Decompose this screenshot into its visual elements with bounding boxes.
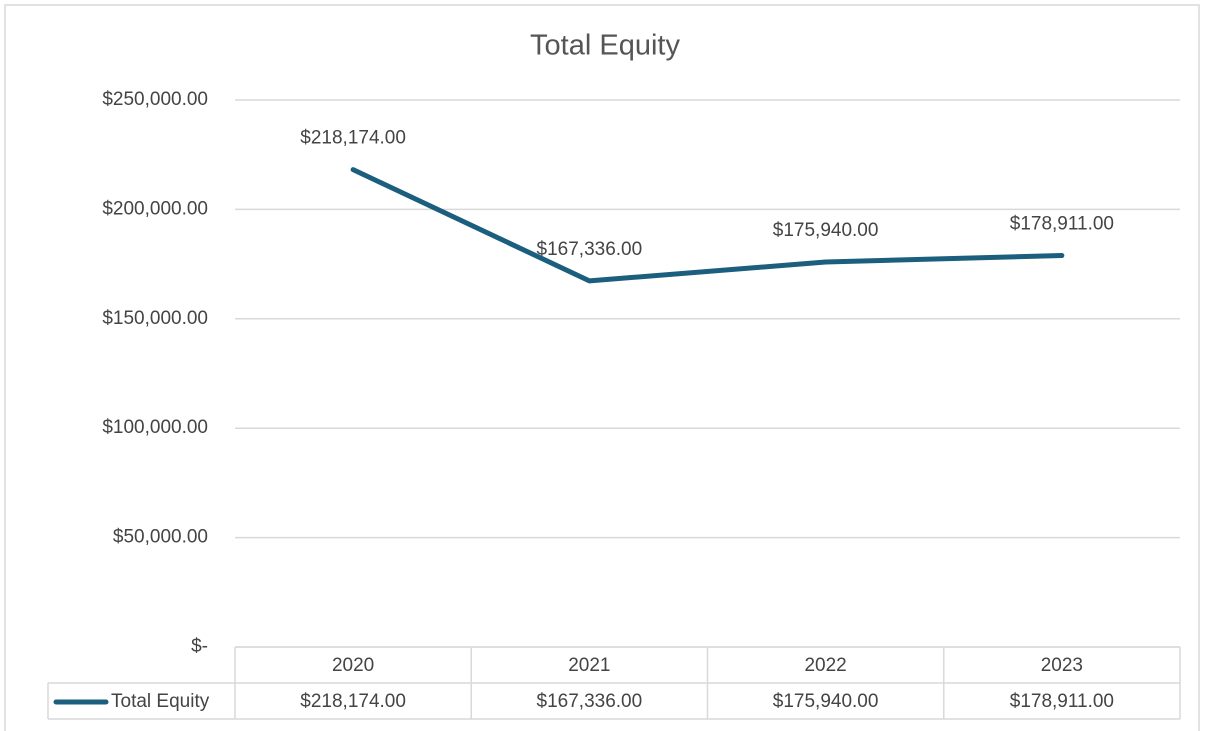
y-tick-label: $250,000.00	[102, 89, 208, 110]
table-value: $178,911.00	[1010, 691, 1114, 712]
line	[350, 167, 1065, 284]
x-tick-label: 2023	[1041, 655, 1083, 676]
table-value: $167,336.00	[537, 691, 643, 712]
data-label: $167,336.00	[537, 239, 643, 260]
chart-border	[4, 4, 1200, 731]
y-tick-label: $100,000.00	[102, 417, 208, 438]
table-value: $218,174.00	[300, 691, 406, 712]
data-label: $218,174.00	[300, 128, 406, 149]
x-tick-label: 2021	[568, 655, 610, 676]
table-value: $175,940.00	[773, 691, 879, 712]
y-tick-label: $150,000.00	[102, 308, 208, 329]
x-tick-label: 2020	[332, 655, 374, 676]
chart-title: Total Equity	[530, 30, 680, 62]
x-tick-label: 2022	[804, 655, 846, 676]
data-label: $178,911.00	[1010, 214, 1114, 235]
data-label: $175,940.00	[773, 220, 879, 241]
y-tick-label: $-	[191, 636, 208, 657]
y-tick-label: $200,000.00	[102, 198, 208, 219]
legend-label: Total Equity	[111, 691, 210, 712]
y-tick-label: $50,000.00	[113, 527, 208, 548]
